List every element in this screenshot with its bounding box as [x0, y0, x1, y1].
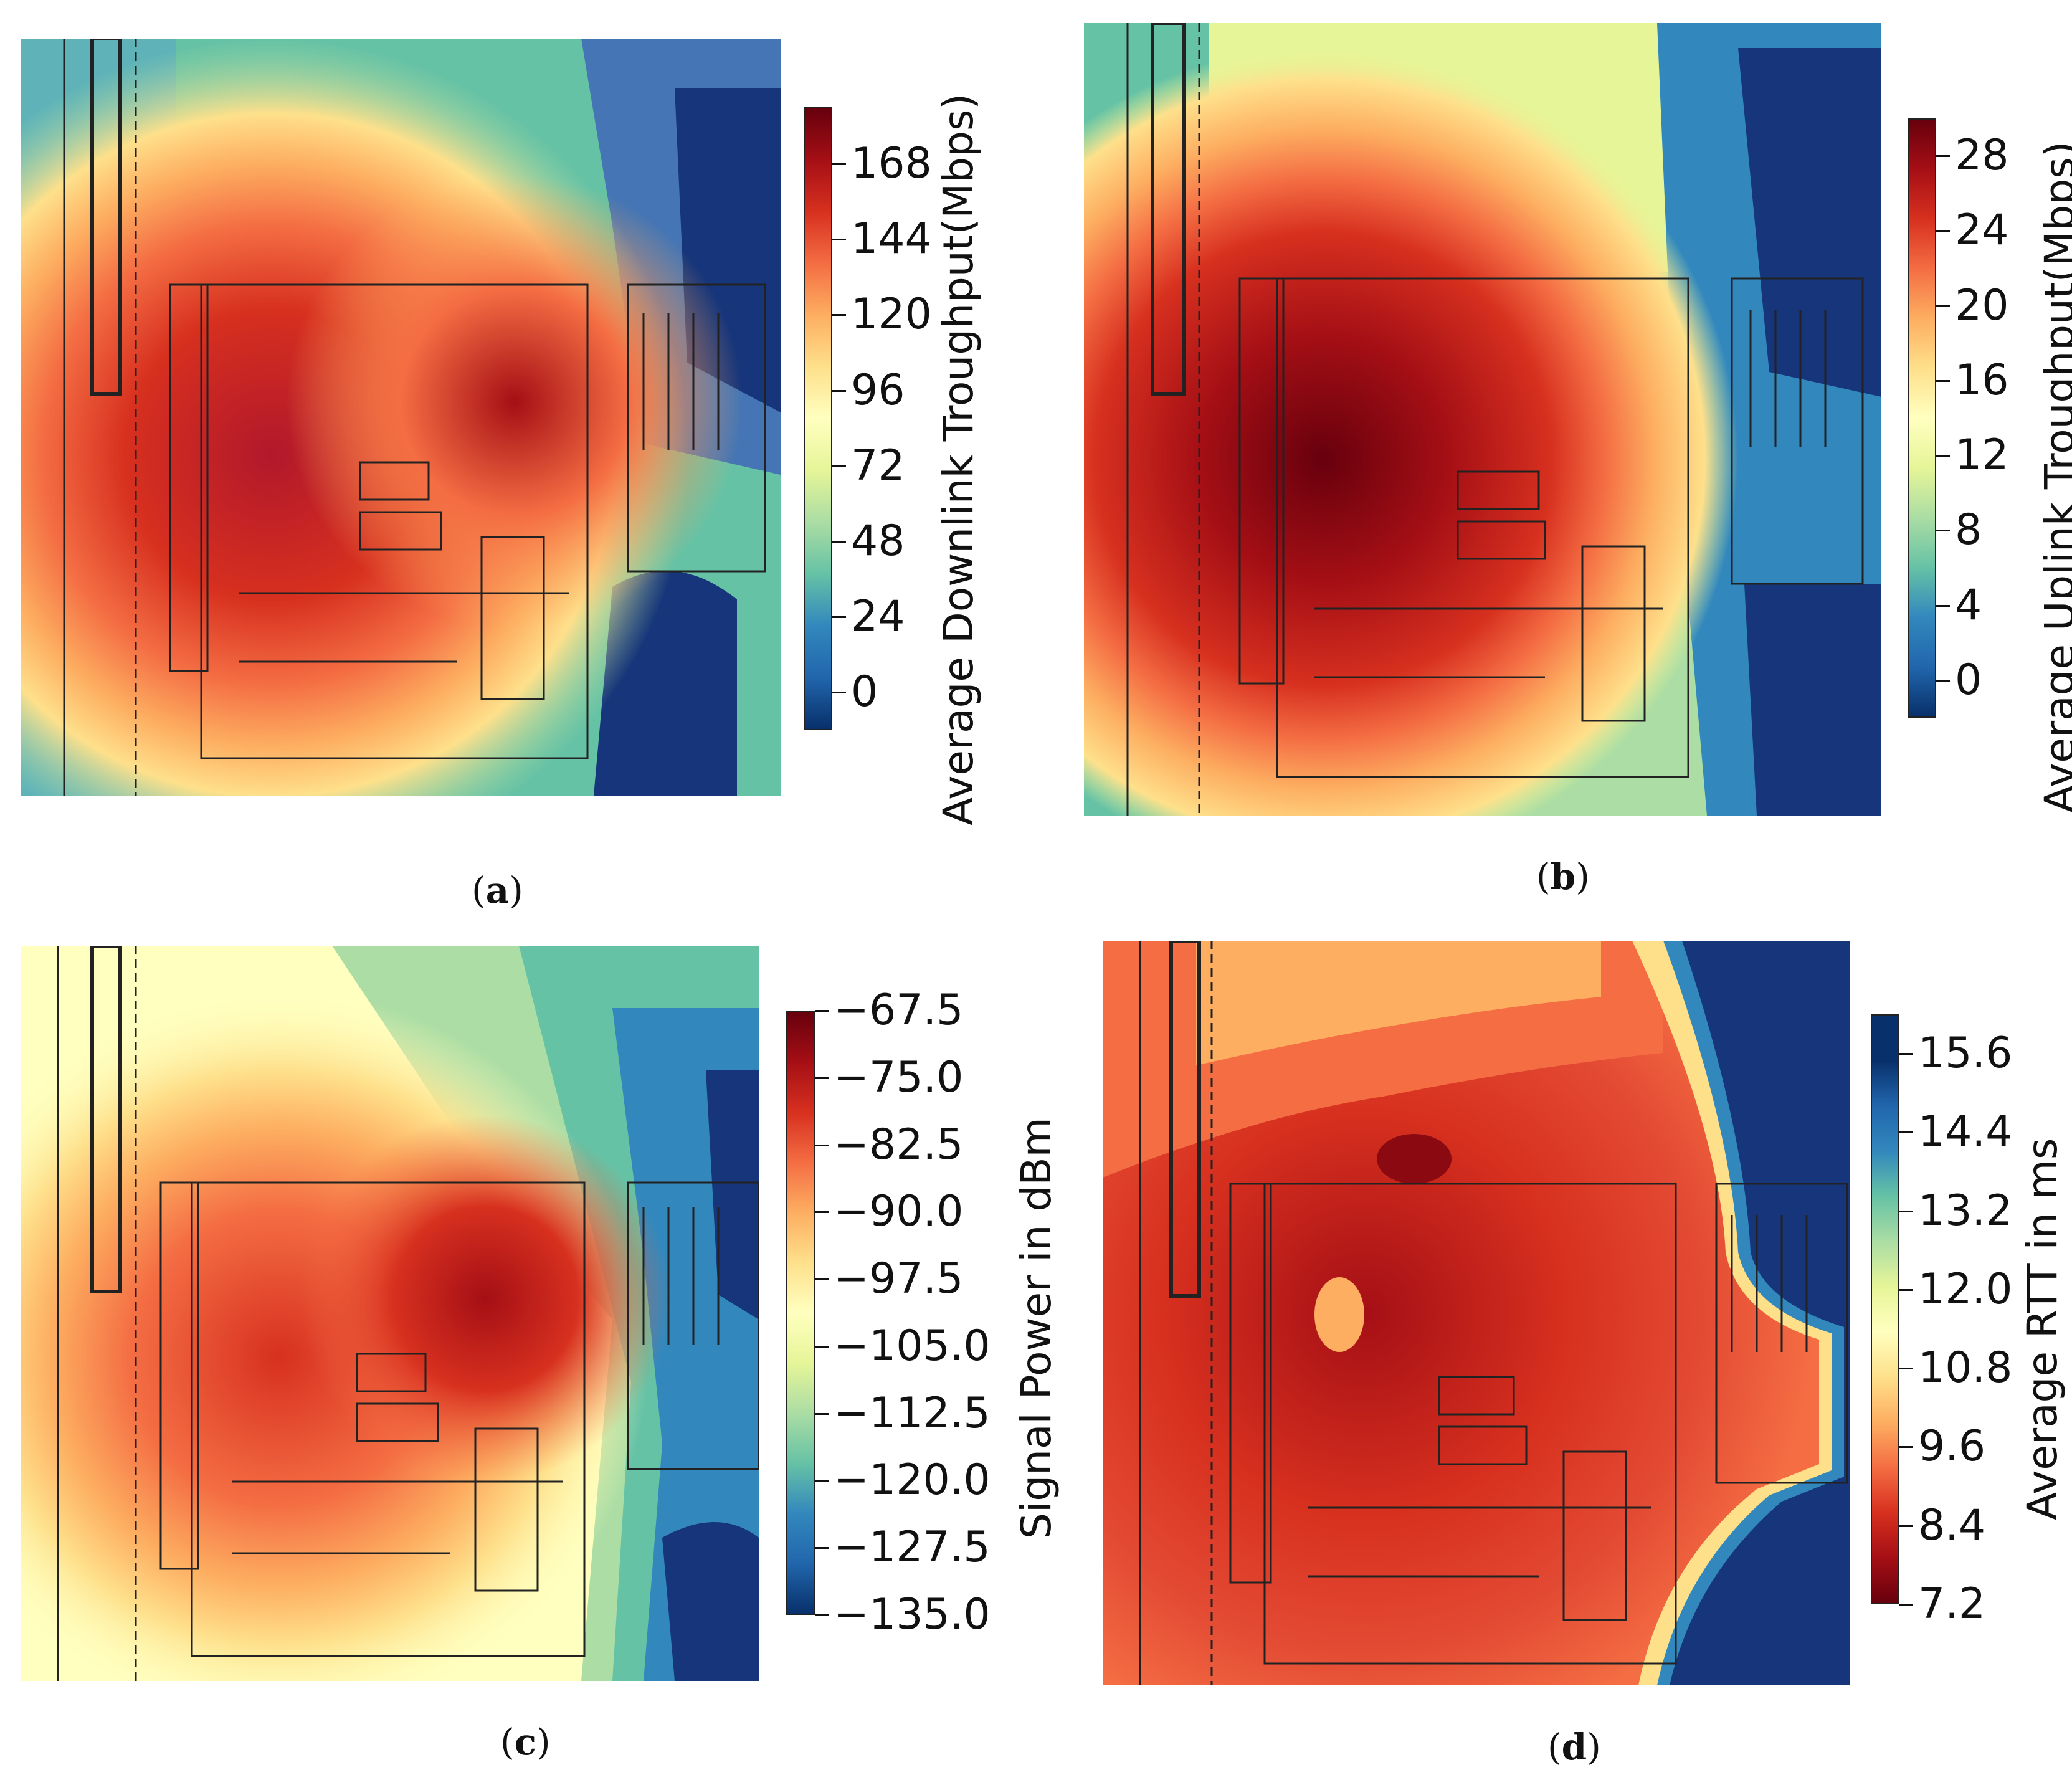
colorbar-tick-label-a: 48 — [851, 516, 905, 566]
colorbar-tick-label-b: 4 — [1955, 580, 1982, 630]
colorbar-tick-mark-c — [815, 1278, 829, 1281]
colorbar-tick-label-d: 10.8 — [1918, 1343, 2013, 1393]
colorbar-tick-label-b: 24 — [1955, 206, 2009, 255]
colorbar-tick-mark-d — [1899, 1368, 1913, 1370]
colorbar-tick-label-c: −75.0 — [834, 1052, 964, 1102]
colorbar-tick-mark-a — [832, 692, 846, 694]
colorbar-tick-label-c: −120.0 — [834, 1455, 991, 1505]
colorbar-tick-label-d: 13.2 — [1918, 1186, 2013, 1235]
colorbar-a — [804, 107, 832, 730]
colorbar-tick-label-b: 8 — [1955, 505, 1982, 555]
colorbar-tick-label-a: 96 — [851, 365, 905, 415]
colorbar-tick-label-b: 20 — [1955, 280, 2009, 330]
colorbar-tick-label-c: −127.5 — [834, 1523, 991, 1573]
colorbar-tick-label-d: 12.0 — [1918, 1264, 2013, 1314]
colorbar-tick-label-c: −90.0 — [834, 1187, 964, 1237]
caption-c: (c) — [500, 1721, 551, 1763]
colorbar-label-d: Average RTT in ms — [2018, 1138, 2066, 1520]
colorbar-tick-label-c: −135.0 — [834, 1590, 991, 1639]
colorbar-tick-mark-d — [1899, 1131, 1913, 1134]
colorbar-tick-label-d: 8.4 — [1918, 1500, 1986, 1550]
colorbar-tick-mark-c — [815, 1480, 829, 1482]
colorbar-label-a: Average Downlink Troughput(Mbps) — [934, 93, 982, 826]
colorbar-tick-mark-b — [1936, 305, 1950, 307]
colorbar-tick-mark-a — [832, 540, 846, 543]
colorbar-tick-label-d: 7.2 — [1918, 1579, 1986, 1629]
colorbar-tick-mark-d — [1899, 1210, 1913, 1212]
colorbar-tick-mark-a — [832, 239, 846, 241]
colorbar-tick-label-b: 16 — [1955, 355, 2009, 405]
colorbar-tick-label-d: 9.6 — [1918, 1422, 1986, 1472]
heatmap-a — [21, 39, 781, 796]
colorbar-tick-mark-b — [1936, 155, 1950, 158]
colorbar-tick-label-b: 12 — [1955, 431, 2009, 480]
colorbar-tick-label-c: −112.5 — [834, 1388, 991, 1438]
colorbar-d — [1871, 1014, 1899, 1604]
colorbar-tick-mark-c — [815, 1144, 829, 1146]
colorbar-tick-label-c: −97.5 — [834, 1254, 964, 1304]
colorbar-tick-mark-d — [1899, 1604, 1913, 1606]
colorbar-tick-label-d: 15.6 — [1918, 1029, 2013, 1078]
colorbar-tick-mark-c — [815, 1412, 829, 1415]
colorbar-tick-label-c: −67.5 — [834, 986, 964, 1035]
heatmap-d — [1103, 941, 1850, 1685]
colorbar-tick-mark-a — [832, 389, 846, 392]
caption-c-letter: c — [514, 1721, 536, 1763]
colorbar-tick-label-b: 0 — [1955, 655, 1982, 705]
colorbar-tick-mark-a — [832, 314, 846, 316]
colorbar-tick-mark-c — [815, 1345, 829, 1348]
colorbar-tick-mark-d — [1899, 1053, 1913, 1055]
colorbar-tick-mark-a — [832, 163, 846, 165]
colorbar-tick-label-b: 28 — [1955, 131, 2009, 181]
colorbar-tick-mark-b — [1936, 679, 1950, 682]
colorbar-tick-label-a: 144 — [851, 214, 932, 264]
colorbar-b — [1908, 118, 1936, 718]
colorbar-tick-label-c: −105.0 — [834, 1321, 991, 1371]
colorbar-tick-label-a: 0 — [851, 667, 878, 717]
colorbar-tick-mark-c — [815, 1211, 829, 1214]
caption-a-letter: a — [485, 869, 510, 911]
colorbar-tick-mark-b — [1936, 230, 1950, 232]
colorbar-tick-mark-c — [815, 1547, 829, 1549]
colorbar-tick-label-a: 72 — [851, 440, 905, 490]
colorbar-tick-mark-d — [1899, 1525, 1913, 1527]
colorbar-tick-mark-b — [1936, 455, 1950, 457]
caption-a: (a) — [472, 869, 523, 911]
colorbar-tick-mark-c — [815, 1077, 829, 1079]
colorbar-tick-mark-b — [1936, 604, 1950, 607]
caption-d: (d) — [1547, 1726, 1601, 1768]
colorbar-label-b: Average Uplink Troughput(Mbps) — [2036, 141, 2072, 813]
colorbar-tick-label-a: 120 — [851, 290, 932, 340]
colorbar-tick-mark-c — [815, 1614, 829, 1616]
colorbar-tick-label-d: 14.4 — [1918, 1107, 2013, 1157]
heatmap-b — [1084, 23, 1881, 816]
caption-d-letter: d — [1561, 1726, 1587, 1768]
colorbar-tick-mark-a — [832, 465, 846, 467]
colorbar-label-c: Signal Power in dBm — [1012, 1117, 1060, 1539]
colorbar-tick-mark-a — [832, 616, 846, 619]
colorbar-tick-label-a: 168 — [851, 138, 932, 188]
colorbar-tick-label-a: 24 — [851, 592, 905, 642]
colorbar-tick-mark-b — [1936, 530, 1950, 532]
colorbar-tick-mark-d — [1899, 1288, 1913, 1291]
colorbar-c — [786, 1011, 815, 1615]
heatmap-c — [21, 946, 759, 1681]
caption-b: (b) — [1536, 855, 1590, 898]
colorbar-tick-mark-c — [815, 1010, 829, 1012]
colorbar-tick-label-c: −82.5 — [834, 1120, 964, 1169]
caption-b-letter: b — [1550, 855, 1576, 898]
colorbar-tick-mark-b — [1936, 379, 1950, 382]
colorbar-tick-mark-d — [1899, 1446, 1913, 1449]
